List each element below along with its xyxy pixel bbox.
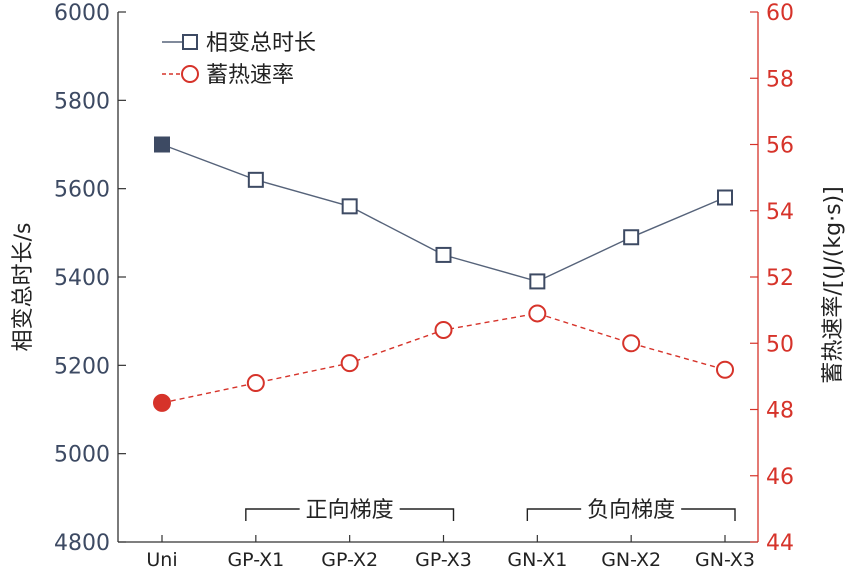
- y-right-tick-label: 46: [766, 465, 794, 490]
- group-bracket-left-2: [526, 508, 582, 521]
- group-bracket-right-1: [399, 508, 455, 521]
- y-axis-right-title: 蓄热速率/[(J/(kg·s)]: [821, 186, 846, 383]
- group-bracket-right-2: [681, 508, 736, 521]
- y-right-tick-label: 56: [766, 134, 794, 159]
- series-1-point: [154, 136, 170, 153]
- y-left-tick-label: 5400: [54, 266, 110, 291]
- series-2-point: [340, 354, 359, 373]
- series-2-point: [528, 304, 547, 323]
- y-axis-left-title: 相变总时长/s: [11, 223, 36, 352]
- series-2-point: [622, 334, 641, 353]
- group-bracket-left-1: [245, 508, 300, 521]
- y-left-tick-label: 5000: [54, 443, 110, 468]
- series-1-point: [247, 171, 264, 188]
- group-label-1: 正向梯度: [306, 498, 394, 523]
- y-left-tick-label: 5800: [54, 89, 110, 114]
- axes: [117, 12, 759, 543]
- series-1-point: [435, 246, 452, 263]
- series-1-point: [717, 189, 733, 206]
- legend-marker-circle: [181, 65, 199, 83]
- group-label-2: 负向梯度: [587, 498, 675, 523]
- legend-marker-square: [182, 34, 198, 50]
- series-2-point: [434, 321, 453, 339]
- x-tick-label: GP-X3: [415, 549, 472, 570]
- series-layer: [153, 136, 734, 412]
- y-left-tick-label: 5200: [54, 354, 110, 379]
- y-right-tick-label: 44: [766, 531, 794, 556]
- y-left-tick-label: 6000: [54, 1, 110, 26]
- ticks: 4800 5000 5200 5400 5600 5800 6000 44 46 48 50 52 54…: [54, 1, 794, 570]
- x-tick-label: GN-X3: [695, 549, 755, 570]
- x-tick-label: GP-X2: [321, 549, 378, 570]
- y-right-tick-label: 58: [766, 67, 794, 92]
- x-tick-label: GN-X2: [601, 549, 661, 570]
- series-1-point: [341, 198, 358, 215]
- y-right-tick-label: 54: [766, 200, 794, 225]
- series-2-point: [246, 374, 265, 392]
- y-right-tick-label: 60: [766, 1, 794, 26]
- x-tick-label: GN-X1: [507, 549, 567, 570]
- series-2-point: [153, 393, 171, 412]
- x-tick-label: Uni: [146, 549, 177, 570]
- legend-label-1: 相变总时长: [206, 31, 316, 56]
- group-brackets: 正向梯度 负向梯度: [245, 498, 736, 523]
- y-left-tick-label: 5600: [54, 178, 110, 203]
- series-1-point: [529, 273, 546, 290]
- series-1-point: [623, 229, 640, 246]
- y-right-tick-label: 48: [766, 399, 794, 424]
- y-right-tick-label: 52: [766, 266, 794, 291]
- series-2-point: [716, 360, 734, 379]
- legend-label-2: 蓄热速率: [206, 63, 294, 88]
- y-left-tick-label: 4800: [54, 531, 110, 556]
- x-tick-label: GP-X1: [227, 549, 284, 570]
- y-right-tick-label: 50: [766, 332, 794, 357]
